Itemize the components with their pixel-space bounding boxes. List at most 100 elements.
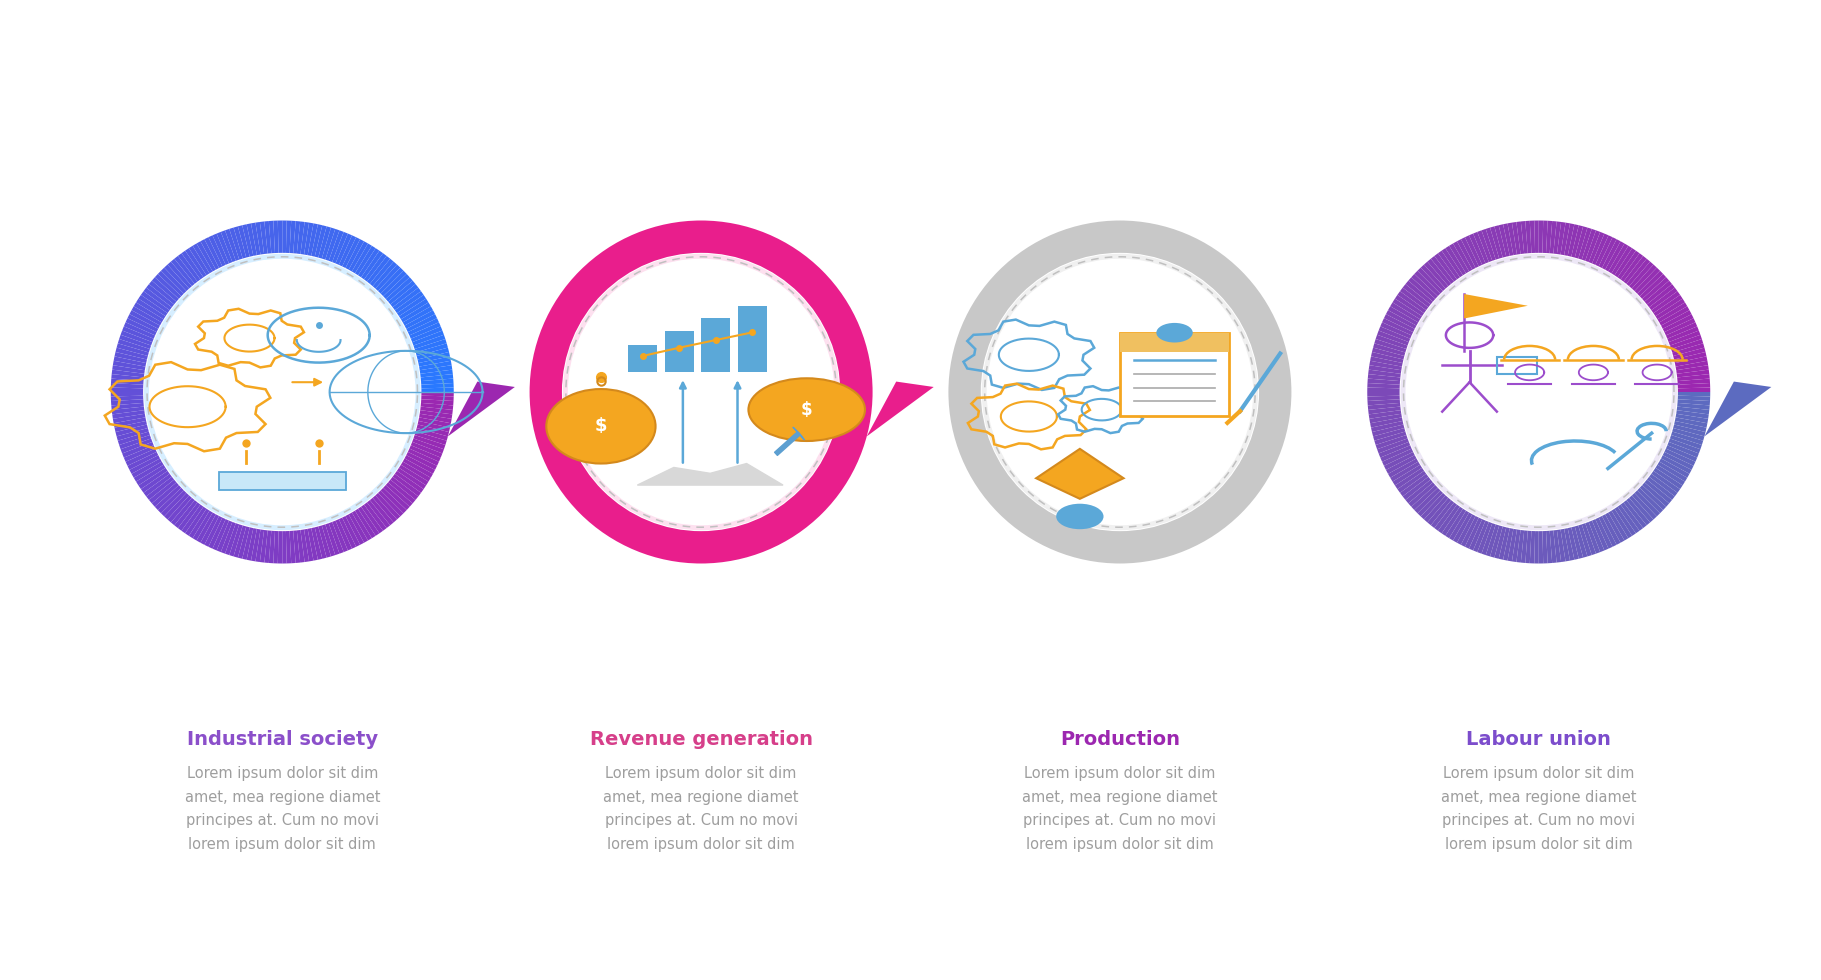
Polygon shape <box>155 274 182 299</box>
Polygon shape <box>1517 221 1524 254</box>
Polygon shape <box>395 470 424 493</box>
Polygon shape <box>1672 343 1704 356</box>
Ellipse shape <box>1362 218 1715 566</box>
Polygon shape <box>417 424 450 436</box>
Polygon shape <box>220 522 235 554</box>
Polygon shape <box>1582 229 1595 261</box>
Polygon shape <box>1378 326 1409 342</box>
Polygon shape <box>1602 514 1621 545</box>
Polygon shape <box>1460 237 1479 268</box>
Polygon shape <box>1397 470 1426 493</box>
Polygon shape <box>1368 396 1400 401</box>
Polygon shape <box>1368 399 1400 406</box>
Polygon shape <box>226 229 239 261</box>
Polygon shape <box>410 445 441 462</box>
Circle shape <box>1156 323 1193 342</box>
Polygon shape <box>1402 284 1431 308</box>
Ellipse shape <box>1400 254 1677 530</box>
Polygon shape <box>140 291 169 314</box>
Ellipse shape <box>949 220 1291 564</box>
Polygon shape <box>1677 374 1710 381</box>
Polygon shape <box>1655 465 1684 485</box>
Polygon shape <box>122 442 153 458</box>
Polygon shape <box>1502 223 1513 256</box>
Polygon shape <box>419 414 452 423</box>
Polygon shape <box>1595 517 1613 549</box>
Polygon shape <box>355 246 375 275</box>
Polygon shape <box>1608 243 1628 273</box>
Polygon shape <box>342 516 361 547</box>
Polygon shape <box>175 256 197 284</box>
Polygon shape <box>388 280 415 305</box>
Polygon shape <box>1373 343 1406 356</box>
Polygon shape <box>1371 352 1404 363</box>
Polygon shape <box>129 455 160 474</box>
Polygon shape <box>1369 417 1402 427</box>
Polygon shape <box>373 496 397 522</box>
Polygon shape <box>1643 277 1670 302</box>
Polygon shape <box>1473 520 1490 552</box>
Polygon shape <box>111 403 144 410</box>
Polygon shape <box>1373 428 1406 441</box>
Polygon shape <box>1650 287 1677 311</box>
Polygon shape <box>1375 339 1406 353</box>
Polygon shape <box>1486 227 1499 260</box>
Polygon shape <box>1482 523 1495 555</box>
Polygon shape <box>118 339 149 353</box>
Polygon shape <box>867 381 934 436</box>
Polygon shape <box>1420 493 1446 519</box>
Bar <box>219 472 346 490</box>
Polygon shape <box>1672 339 1703 353</box>
Polygon shape <box>111 387 144 392</box>
Polygon shape <box>1652 470 1681 493</box>
Polygon shape <box>1557 221 1566 255</box>
Polygon shape <box>1672 428 1704 441</box>
Polygon shape <box>193 243 213 273</box>
Polygon shape <box>1450 243 1470 273</box>
Polygon shape <box>1668 330 1701 346</box>
Circle shape <box>1056 504 1104 529</box>
Ellipse shape <box>982 253 1258 531</box>
Polygon shape <box>1460 516 1479 547</box>
Polygon shape <box>1644 479 1672 504</box>
Polygon shape <box>399 299 428 319</box>
Polygon shape <box>117 428 149 441</box>
Polygon shape <box>448 381 515 436</box>
Polygon shape <box>1668 326 1699 342</box>
Polygon shape <box>1453 241 1473 271</box>
Polygon shape <box>319 226 331 259</box>
Polygon shape <box>1453 513 1473 543</box>
Polygon shape <box>397 467 426 489</box>
Polygon shape <box>178 253 200 281</box>
Polygon shape <box>273 220 279 253</box>
Polygon shape <box>335 519 351 551</box>
Polygon shape <box>1508 222 1517 255</box>
Polygon shape <box>1417 268 1442 294</box>
Polygon shape <box>260 221 268 254</box>
Polygon shape <box>1511 221 1521 255</box>
Polygon shape <box>251 222 260 255</box>
Polygon shape <box>1424 262 1448 288</box>
Polygon shape <box>359 248 379 277</box>
Polygon shape <box>1511 529 1521 563</box>
Polygon shape <box>246 223 257 256</box>
Polygon shape <box>286 531 291 564</box>
Polygon shape <box>415 431 446 445</box>
Polygon shape <box>1375 435 1408 449</box>
Polygon shape <box>1542 220 1548 253</box>
Polygon shape <box>1535 531 1539 564</box>
Polygon shape <box>297 530 304 563</box>
Polygon shape <box>1442 507 1462 536</box>
Polygon shape <box>393 473 421 497</box>
Polygon shape <box>346 239 364 270</box>
Polygon shape <box>186 248 206 277</box>
Polygon shape <box>402 459 433 478</box>
Polygon shape <box>419 411 452 418</box>
Polygon shape <box>297 221 304 254</box>
Polygon shape <box>1617 251 1639 279</box>
Polygon shape <box>197 513 217 543</box>
Polygon shape <box>1388 459 1419 478</box>
Polygon shape <box>370 259 393 286</box>
Polygon shape <box>1557 529 1566 563</box>
Polygon shape <box>364 253 386 281</box>
